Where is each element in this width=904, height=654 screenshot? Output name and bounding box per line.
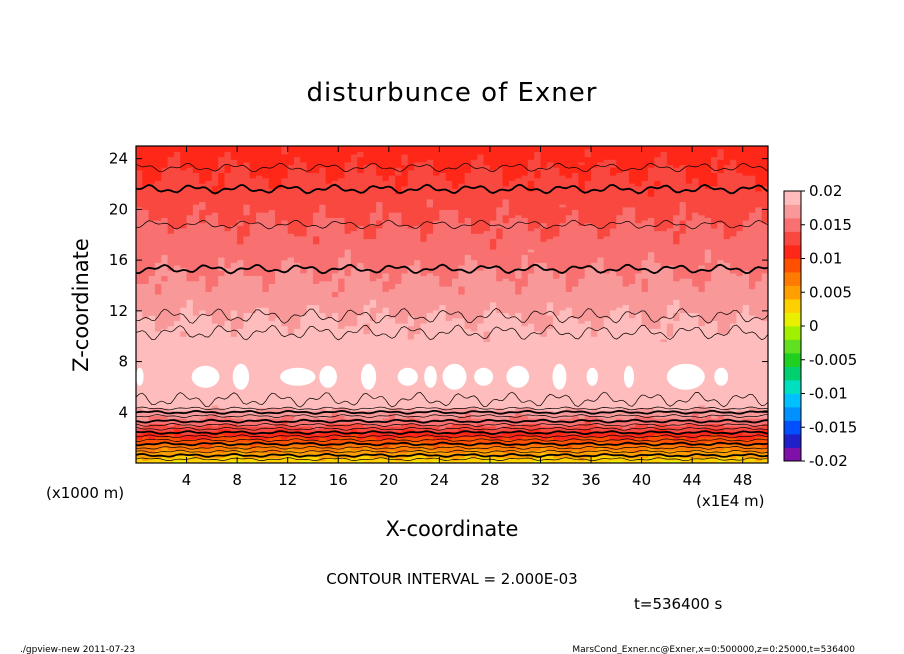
x-tick-label: 16: [329, 471, 348, 489]
colorbar-tick-label: 0: [809, 317, 819, 335]
x-tick-label: 8: [232, 471, 242, 489]
y-tick-label: 4: [118, 403, 128, 421]
colorbar-segment: [784, 366, 801, 381]
x-unit-label: (x1E4 m): [696, 492, 765, 510]
colorbar-segment: [784, 218, 801, 232]
colorbar-tick-label: 0.005: [809, 283, 852, 301]
colorbar-segment: [784, 326, 801, 340]
colorbar-tick-label: -0.015: [809, 418, 857, 436]
color-bands: [136, 146, 768, 463]
x-tick-label: 48: [733, 471, 752, 489]
contour-lines: [136, 162, 768, 462]
colorbar-segment: [784, 393, 801, 408]
x-tick-label: 36: [581, 471, 600, 489]
y-unit-label: (x1000 m): [46, 484, 124, 502]
colorbar-segment: [784, 353, 801, 367]
colorbar-segment: [784, 420, 801, 435]
colorbar-segment: [784, 258, 801, 273]
colorbar-tick-label: -0.005: [809, 351, 857, 369]
x-tick-label: 24: [430, 471, 449, 489]
colorbar-segment: [784, 407, 801, 421]
x-tick-label: 4: [182, 471, 192, 489]
colorbar-tick-label: 0.02: [809, 182, 842, 200]
x-tick-label: 12: [278, 471, 297, 489]
x-tick-label: 28: [480, 471, 499, 489]
y-tick-label: 8: [118, 353, 128, 371]
y-tick-label: 16: [109, 251, 128, 269]
contour-interval: CONTOUR INTERVAL = 2.000E-03: [326, 570, 577, 588]
colorbar-segment: [784, 339, 801, 354]
y-tick-label: 20: [109, 200, 128, 218]
colorbar-segment: [784, 191, 801, 205]
x-tick-label: 44: [683, 471, 702, 489]
colorbar-tick-label: -0.02: [809, 452, 848, 470]
x-tick-label: 32: [531, 471, 550, 489]
colorbar-tick-label: 0.01: [809, 250, 842, 268]
footer-right: MarsCond_Exner.nc@Exner,x=0:500000,z=0:2…: [572, 645, 855, 654]
colorbar-segment: [784, 272, 801, 286]
y-axis-label: Z-coordinate: [69, 238, 93, 372]
colorbar-segment: [784, 245, 801, 259]
y-axis: 4 8 12 16 20 24: [109, 150, 768, 421]
plot-area: [136, 146, 768, 463]
y-tick-label: 24: [109, 150, 128, 168]
time-label: t=536400 s: [634, 595, 722, 613]
colorbar-segment: [784, 299, 801, 313]
plot-frame: [135, 145, 769, 464]
x-axis: 4 8 12 16 20 24 28 32 36 40 44 48: [182, 146, 752, 489]
x-axis-label: X-coordinate: [386, 517, 519, 541]
x-tick-label: 20: [379, 471, 398, 489]
chart-title: disturbunce of Exner: [307, 78, 598, 108]
colorbar-segment: [784, 285, 801, 300]
y-tick-label: 12: [109, 302, 128, 320]
colorbar-segment: [784, 312, 801, 327]
colorbar-segment: [784, 447, 801, 462]
colorbar-tick-label: 0.015: [809, 216, 852, 234]
colorbar-segment: [784, 434, 801, 448]
x-tick-label: 40: [632, 471, 651, 489]
footer-left: ./gpview-new 2011-07-23: [20, 645, 135, 654]
colorbar-segment: [784, 204, 801, 219]
colorbar-segment: [784, 231, 801, 246]
colorbar-segment: [784, 380, 801, 394]
colorbar-tick-label: -0.01: [809, 385, 848, 403]
colorbar: 0.02 0.015 0.01 0.005 0 -0.005 -0.01 -0.015 -0.0…: [783, 182, 857, 470]
max-value-patches: [136, 363, 729, 390]
